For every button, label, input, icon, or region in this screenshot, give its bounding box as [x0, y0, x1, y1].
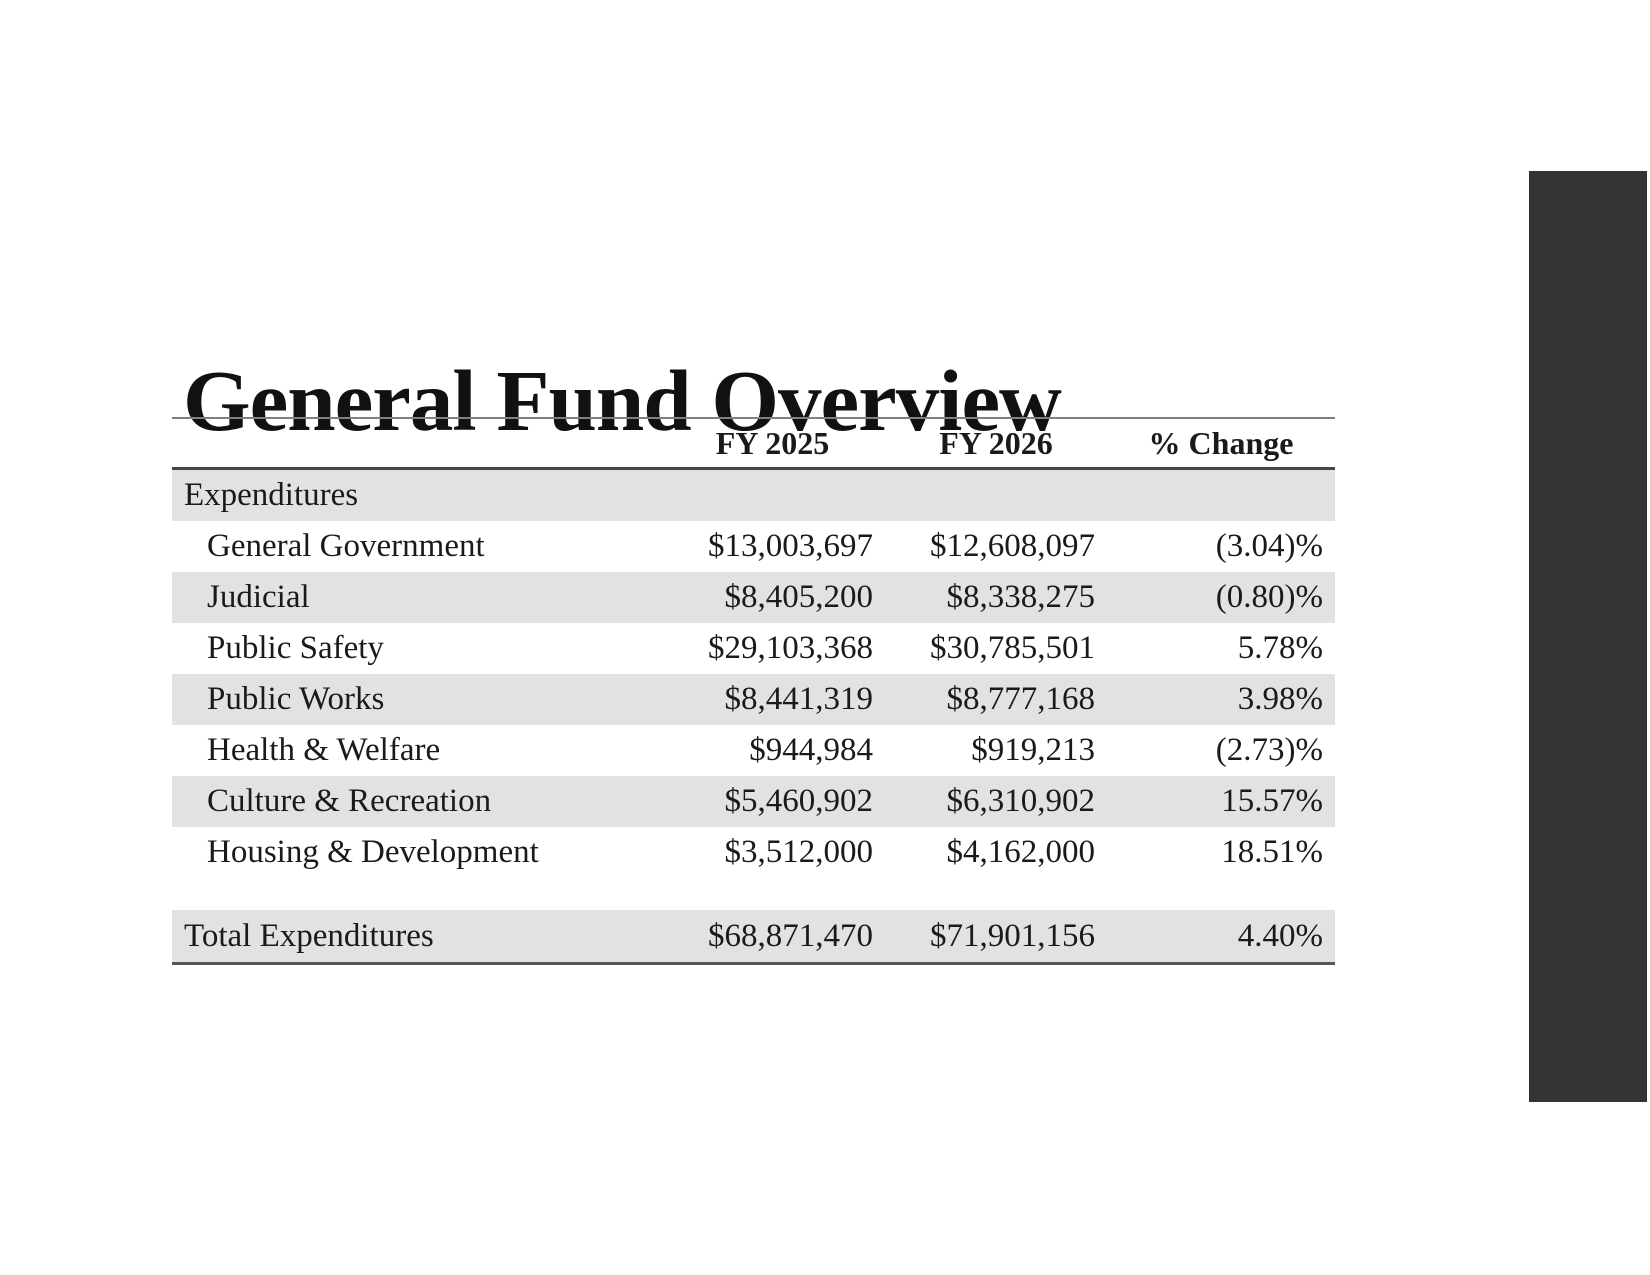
- fy2025-value: $13,003,697: [708, 528, 873, 564]
- change-value: 18.51%: [1221, 834, 1323, 870]
- fy2025-value: $8,405,200: [724, 579, 874, 615]
- fy2025-value: $29,103,368: [708, 630, 873, 666]
- fy2026-value: $30,785,501: [930, 630, 1095, 666]
- total-change-value: 4.40%: [1237, 917, 1323, 954]
- fy2026-value: $8,338,275: [946, 579, 1096, 615]
- total-row: Total Expenditures $68,871,470 $71,901,1…: [172, 910, 1335, 964]
- fy2026-value: $4,162,000: [946, 834, 1096, 870]
- change-value: 3.98%: [1237, 681, 1323, 717]
- change-value: (0.80)%: [1215, 579, 1323, 615]
- total-fy2026-value: $71,901,156: [930, 917, 1095, 954]
- row-label: Housing & Development: [207, 834, 539, 870]
- row-label: Public Works: [207, 681, 385, 717]
- column-header-fy2025: FY 2025: [715, 424, 830, 461]
- change-value: 5.78%: [1237, 630, 1323, 666]
- table-row: Health & Welfare $944,984 $919,213 (2.73…: [172, 725, 1335, 776]
- table-row: Housing & Development $3,512,000 $4,162,…: [172, 827, 1335, 878]
- row-label: Culture & Recreation: [207, 783, 492, 819]
- fy2025-value: $8,441,319: [724, 681, 874, 717]
- table-row: Culture & Recreation $5,460,902 $6,310,9…: [172, 776, 1335, 827]
- change-value: (2.73)%: [1215, 732, 1323, 768]
- table-row: Public Safety $29,103,368 $30,785,501 5.…: [172, 623, 1335, 674]
- general-fund-table: FY 2025 FY 2026 % Change Expenditures Ge…: [172, 417, 1335, 965]
- fy2025-value: $944,984: [749, 732, 873, 768]
- row-label: Judicial: [207, 579, 310, 615]
- page-title: General Fund Overview: [183, 352, 1062, 450]
- accent-bar: [1529, 171, 1647, 1102]
- column-header-change: % Change: [1148, 424, 1294, 461]
- section-header-label: Expenditures: [184, 477, 359, 513]
- change-value: 15.57%: [1221, 783, 1323, 819]
- table-row: Public Works $8,441,319 $8,777,168 3.98%: [172, 674, 1335, 725]
- fy2025-value: $5,460,902: [724, 783, 874, 819]
- section-header-row: Expenditures: [172, 468, 1335, 521]
- column-header-blank: [172, 418, 660, 469]
- fy2025-value: $3,512,000: [724, 834, 874, 870]
- fy2026-value: $919,213: [971, 732, 1095, 768]
- fy2026-value: $6,310,902: [946, 783, 1096, 819]
- column-header-fy2026: FY 2026: [939, 424, 1053, 461]
- spacer-row: [172, 878, 1335, 910]
- total-fy2025-value: $68,871,470: [708, 917, 873, 954]
- table-row: General Government $13,003,697 $12,608,0…: [172, 521, 1335, 572]
- fy2026-value: $12,608,097: [930, 528, 1095, 564]
- row-label: Health & Welfare: [207, 732, 441, 768]
- table-header-row: FY 2025 FY 2026 % Change: [172, 418, 1335, 469]
- fy2026-value: $8,777,168: [946, 681, 1096, 717]
- table-row: Judicial $8,405,200 $8,338,275 (0.80)%: [172, 572, 1335, 623]
- row-label: General Government: [207, 528, 485, 564]
- row-label: Public Safety: [207, 630, 384, 666]
- change-value: (3.04)%: [1215, 528, 1323, 564]
- total-label: Total Expenditures: [184, 917, 434, 954]
